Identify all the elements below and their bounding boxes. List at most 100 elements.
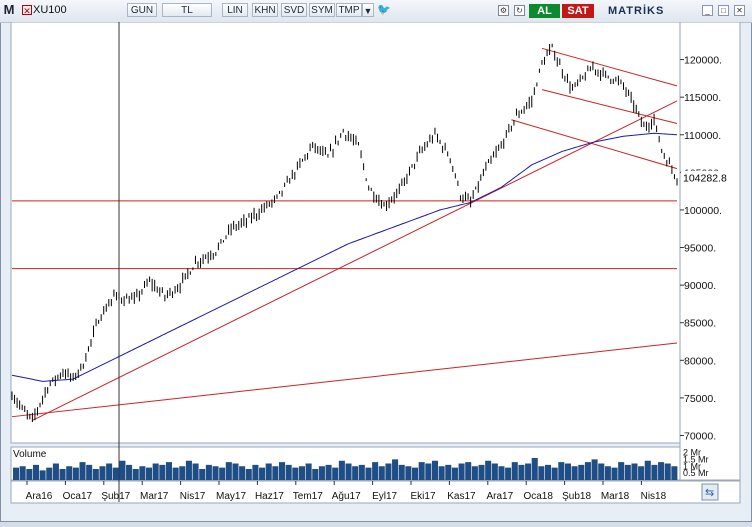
volume-bar	[604, 466, 611, 480]
volume-bar	[159, 464, 166, 480]
toolbar: M ✕ XU100 GUN TL LIN KHN SVD SYM TMP ▼ 🐦…	[0, 0, 752, 23]
x-tick-label: May17	[216, 491, 246, 502]
volume-bar	[338, 460, 345, 480]
x-axis-panel	[10, 480, 741, 504]
trendline	[32, 100, 678, 421]
volume-bar	[252, 464, 259, 480]
volume-bar	[192, 463, 199, 480]
volume-bar	[578, 464, 585, 480]
volume-bar	[564, 463, 571, 480]
currency-button[interactable]: TL	[162, 3, 212, 17]
volume-bar	[279, 462, 286, 480]
volume-bar	[292, 467, 299, 480]
volume-bar	[358, 464, 365, 480]
sell-button[interactable]: SAT	[562, 4, 594, 18]
volume-bar	[531, 458, 538, 480]
sym-button[interactable]: SYM	[309, 3, 335, 17]
volume-bar	[505, 467, 512, 480]
x-tick-label: Mar17	[140, 491, 169, 502]
volume-bar	[79, 462, 86, 480]
volume-bar	[318, 466, 325, 480]
x-tick-label: Oca17	[63, 491, 93, 502]
volume-bar	[465, 462, 472, 480]
volume-bar	[179, 466, 186, 480]
scroll-icon[interactable]: ⇆	[705, 486, 714, 499]
template-dropdown-icon[interactable]: ▼	[362, 3, 374, 17]
volume-bar	[172, 467, 179, 480]
symbol-label[interactable]: XU100	[33, 4, 67, 16]
volume-bar	[332, 467, 339, 480]
volume-bar	[272, 466, 279, 480]
refresh-icon[interactable]: ↻	[514, 5, 525, 16]
price-chart[interactable]: 120000.115000.110000.105000.100000.95000…	[0, 21, 752, 522]
volume-bar	[412, 467, 419, 480]
volume-bar	[225, 462, 232, 480]
volume-bar	[471, 466, 478, 480]
svd-button[interactable]: SVD	[281, 3, 307, 17]
volume-bar	[92, 469, 99, 480]
volume-bar	[205, 464, 212, 480]
template-button[interactable]: TMP	[336, 3, 362, 17]
volume-tick-label: 1 Mr	[683, 461, 701, 471]
volume-bar	[305, 463, 312, 480]
window-close-icon[interactable]: ✕	[734, 5, 745, 16]
x-tick-label: Eyl17	[372, 491, 397, 502]
maximize-icon[interactable]: □	[718, 5, 729, 16]
volume-bar	[265, 463, 272, 480]
volume-bar	[245, 469, 252, 480]
volume-bar	[13, 467, 20, 480]
volume-bar	[451, 467, 458, 480]
volume-bar	[425, 463, 432, 480]
minimize-icon[interactable]: _	[702, 5, 713, 16]
volume-bar	[458, 463, 465, 480]
volume-bar	[651, 464, 658, 480]
volume-bar	[259, 467, 266, 480]
last-price-box	[681, 170, 739, 184]
x-tick-label: Mar18	[601, 491, 630, 502]
scale-button[interactable]: LIN	[222, 3, 248, 17]
volume-bar	[26, 469, 33, 480]
volume-bar	[52, 463, 59, 480]
volume-bar	[99, 466, 106, 480]
chart-area[interactable]: 120000.115000.110000.105000.100000.95000…	[0, 21, 752, 522]
volume-bar	[398, 464, 405, 480]
volume-bar	[152, 463, 159, 480]
volume-bar	[239, 466, 246, 480]
x-tick-label: Haz17	[255, 491, 284, 502]
x-tick-label: Şub18	[562, 491, 591, 502]
volume-bar	[631, 463, 638, 480]
volume-bar	[538, 466, 545, 480]
volume-bar	[438, 466, 445, 480]
volume-bar	[591, 459, 598, 480]
buy-button[interactable]: AL	[529, 4, 560, 18]
volume-bar	[285, 464, 292, 480]
volume-bar	[32, 464, 39, 480]
volume-bar	[165, 462, 172, 480]
volume-bar	[146, 467, 153, 480]
x-tick-label: Nis17	[180, 491, 206, 502]
volume-bar	[392, 459, 399, 480]
x-tick-label: Ara17	[486, 491, 513, 502]
volume-bar	[445, 464, 452, 480]
volume-label: Volume	[13, 449, 47, 460]
volume-bar	[352, 466, 359, 480]
x-tick-label: Tem17	[293, 491, 323, 502]
period-button[interactable]: GUN	[127, 3, 157, 17]
settings-icon[interactable]: ⚙	[498, 5, 509, 16]
twitter-icon[interactable]: 🐦	[377, 4, 391, 16]
volume-bar	[378, 466, 385, 480]
khn-button[interactable]: KHN	[252, 3, 278, 17]
volume-bar	[518, 464, 525, 480]
scroll-control[interactable]	[701, 483, 719, 501]
y-axis-panel	[679, 21, 741, 481]
volume-bar	[644, 460, 651, 480]
close-symbol-icon[interactable]: ✕	[22, 5, 32, 16]
x-tick-label: Oca18	[523, 491, 553, 502]
brand-logo: MATRİKS	[608, 5, 665, 17]
volume-bar	[405, 466, 412, 480]
y-tick-label: 75000.	[684, 393, 716, 405]
volume-tick-label: 0.5 Mr	[683, 468, 709, 478]
app-menu-icon[interactable]: M	[3, 2, 15, 17]
volume-tick-label: 1.5 Mr	[683, 454, 709, 464]
y-tick-label: 110000.	[684, 130, 721, 142]
